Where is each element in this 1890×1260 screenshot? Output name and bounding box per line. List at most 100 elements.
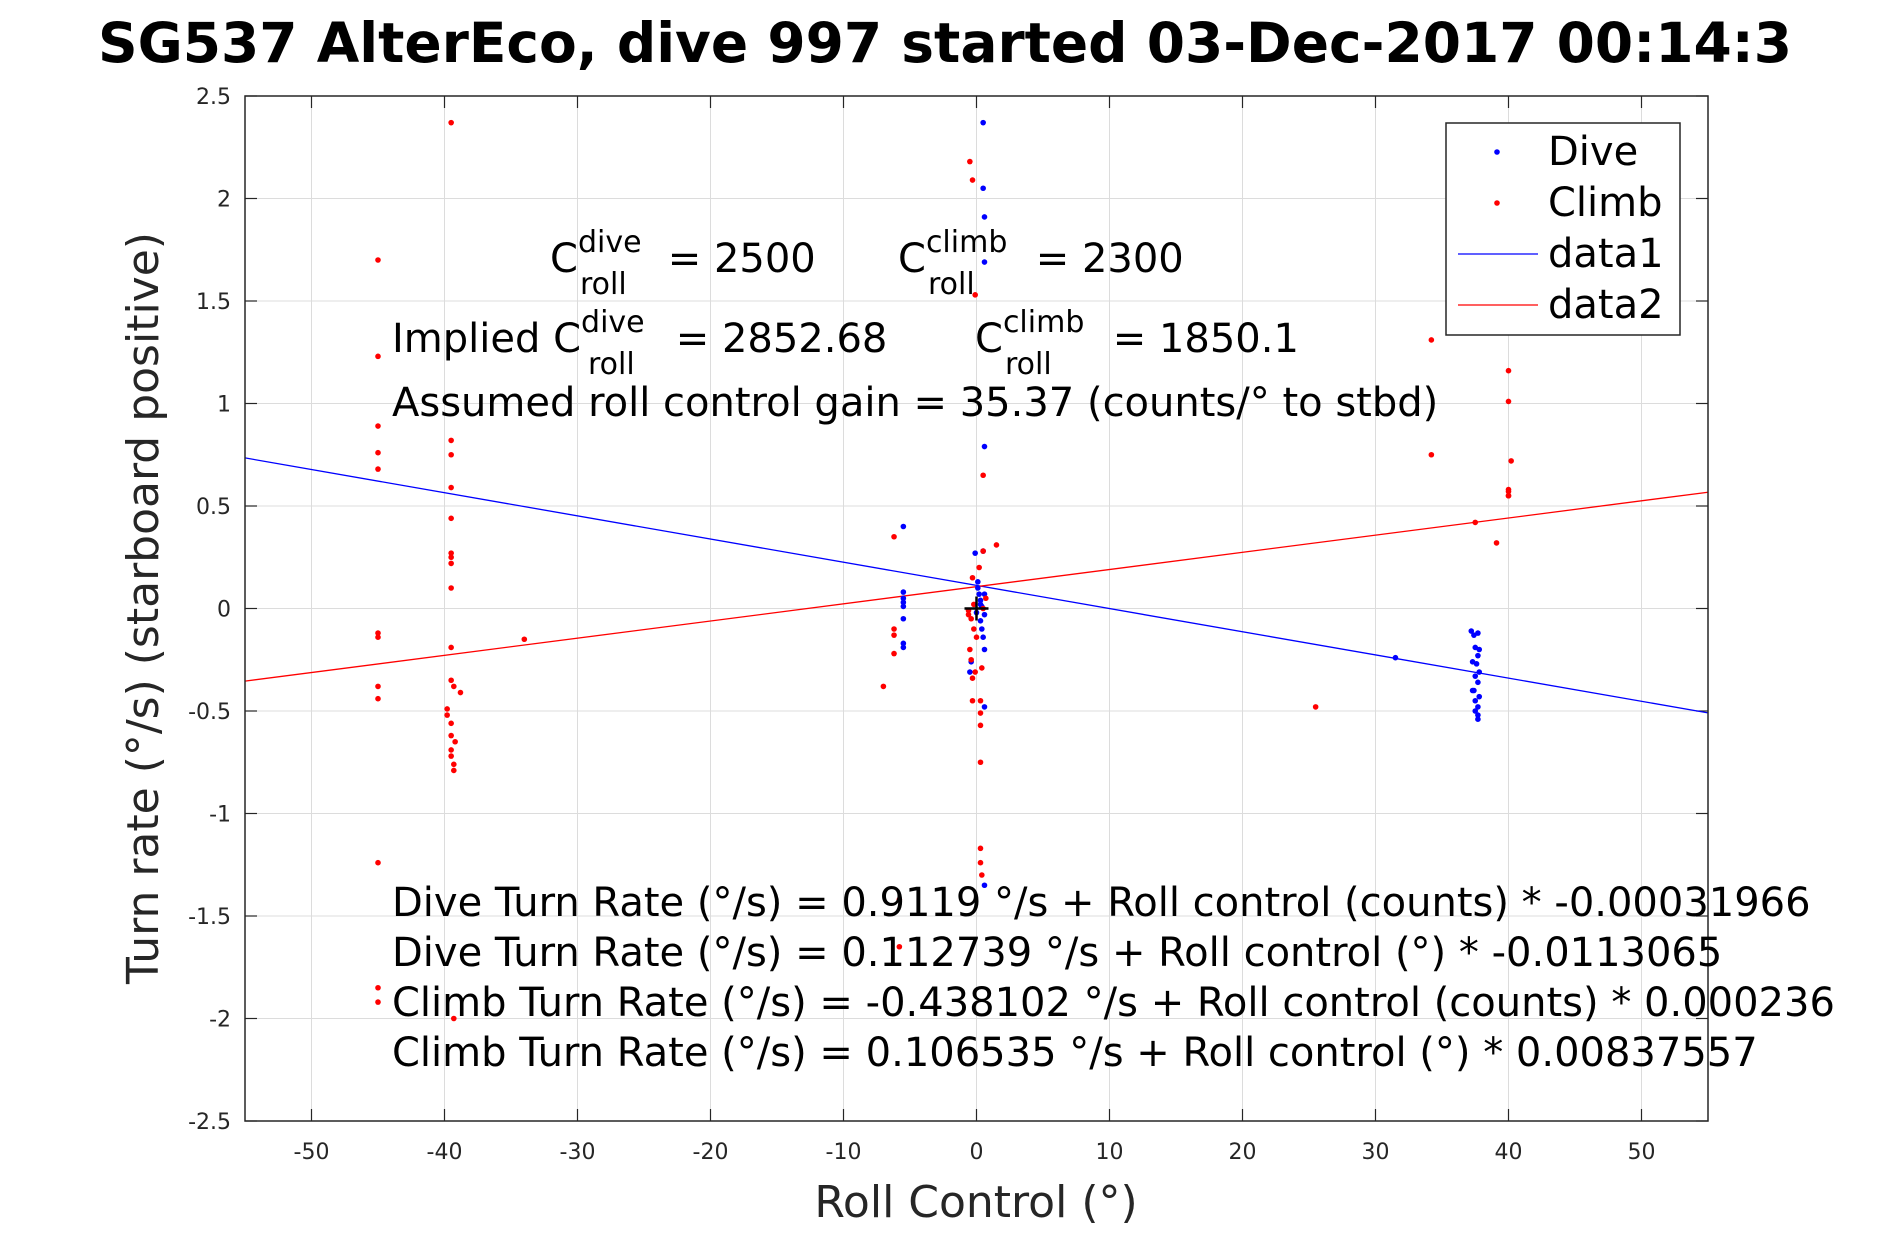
climb-point [977, 722, 984, 729]
legend-climb-marker [1494, 200, 1500, 206]
climb-point [973, 634, 980, 640]
x-tick-label: 40 [1495, 1140, 1523, 1165]
climb-point [976, 564, 982, 571]
y-tick-label: 1 [217, 393, 231, 418]
climb-point [1493, 540, 1500, 546]
x-tick-label: 30 [1362, 1140, 1390, 1165]
x-tick-label: 50 [1628, 1140, 1656, 1165]
c-climb-sub: roll [928, 267, 975, 302]
dive-point [977, 597, 984, 604]
climb-point [972, 669, 978, 675]
dive-point [977, 601, 984, 608]
climb-point [891, 650, 897, 657]
chart-title: SG537 AlterEco, dive 997 started 03-Dec-… [98, 11, 1792, 75]
dive-point [900, 644, 907, 651]
climb-point [448, 515, 454, 522]
dive-point [1475, 679, 1481, 686]
equation-dive-degrees: Dive Turn Rate (°/s) = 0.112739 °/s + Ro… [392, 930, 1722, 976]
y-tick-label: -2.5 [188, 1110, 231, 1135]
climb-point [448, 451, 454, 458]
dive-point [1476, 693, 1483, 700]
climb-point [375, 449, 381, 456]
y-tick-label: 2.5 [196, 85, 231, 110]
dive-point [977, 618, 984, 624]
dive-point [1469, 687, 1476, 694]
implied-climb-sup: climb [1003, 305, 1084, 340]
climb-point [969, 574, 976, 581]
climb-point [375, 984, 381, 991]
climb-point [448, 119, 454, 126]
legend-dive-label: Dive [1548, 129, 1638, 175]
implied-dive-val: = 2852.68 [663, 316, 887, 362]
gain-annotation: Assumed roll control gain = 35.37 (count… [392, 380, 1438, 426]
climb-point [972, 292, 978, 298]
climb-point [457, 689, 464, 696]
dive-point [981, 611, 988, 618]
x-tick-label: 20 [1229, 1140, 1257, 1165]
y-tick-label: -1 [209, 803, 231, 828]
implied-dive-sup: dive [581, 305, 645, 340]
climb-point [967, 646, 973, 653]
climb-point [451, 761, 457, 768]
climb-point [1505, 488, 1512, 495]
dive-point [900, 640, 907, 647]
climb-point [1428, 337, 1435, 343]
dive-point [1475, 704, 1481, 710]
climb-point [375, 466, 381, 472]
climb-point [1472, 519, 1479, 526]
climb-point [977, 845, 984, 852]
climb-point [448, 437, 454, 444]
x-tick-label: -50 [294, 1140, 330, 1165]
dive-point [980, 634, 986, 640]
equation-climb-counts: Climb Turn Rate (°/s) = -0.438102 °/s + … [392, 980, 1835, 1026]
x-axis-label: Roll Control (°) [814, 1177, 1137, 1228]
dive-point [975, 579, 981, 585]
climb-point [1508, 458, 1514, 464]
climb-point [448, 554, 454, 561]
climb-point [448, 747, 454, 753]
climb-point [968, 656, 974, 663]
dive-point [1472, 697, 1479, 704]
dive-point [900, 589, 907, 595]
dive-point [981, 882, 988, 889]
climb-point [448, 677, 454, 684]
climb-point [1312, 704, 1319, 710]
y-tick-label: -1.5 [188, 905, 231, 930]
climb-point [375, 683, 381, 690]
centroid-marker [964, 596, 989, 621]
climb-point [451, 1015, 457, 1022]
climb-point [451, 683, 457, 690]
c-climb-base: C [898, 236, 926, 282]
dive-point [1475, 652, 1481, 659]
climb-point [375, 999, 381, 1005]
climb-point [977, 859, 984, 866]
dive-point [1392, 654, 1399, 661]
climb-point [375, 630, 381, 636]
climb-point [375, 423, 381, 429]
c-dive-annotation: Cdive roll = 2500 [550, 225, 816, 302]
climb-point [448, 644, 454, 651]
climb-point [521, 636, 528, 643]
climb-point [375, 353, 381, 360]
dive-point [979, 626, 985, 632]
climb-point [977, 710, 984, 716]
dive-point [972, 550, 978, 556]
fit-line-data1 [244, 457, 1709, 714]
dive-point [900, 595, 907, 602]
dive-point [981, 214, 988, 220]
climb-point [967, 158, 973, 165]
climb-point [977, 697, 984, 704]
climb-point [375, 695, 381, 702]
dive-point [981, 646, 988, 653]
climb-point [880, 683, 887, 690]
legend-data1-label: data1 [1548, 231, 1664, 277]
y-tick-label: 1.5 [196, 290, 231, 315]
climb-point [980, 548, 986, 554]
climb-point [896, 896, 903, 903]
legend: Dive Climb data1 data2 [1445, 122, 1681, 336]
legend-dive-marker [1494, 149, 1500, 155]
dive-point [1476, 669, 1483, 675]
climb-point [993, 542, 1000, 548]
climb-point [969, 177, 976, 183]
dive-point [1473, 661, 1480, 667]
